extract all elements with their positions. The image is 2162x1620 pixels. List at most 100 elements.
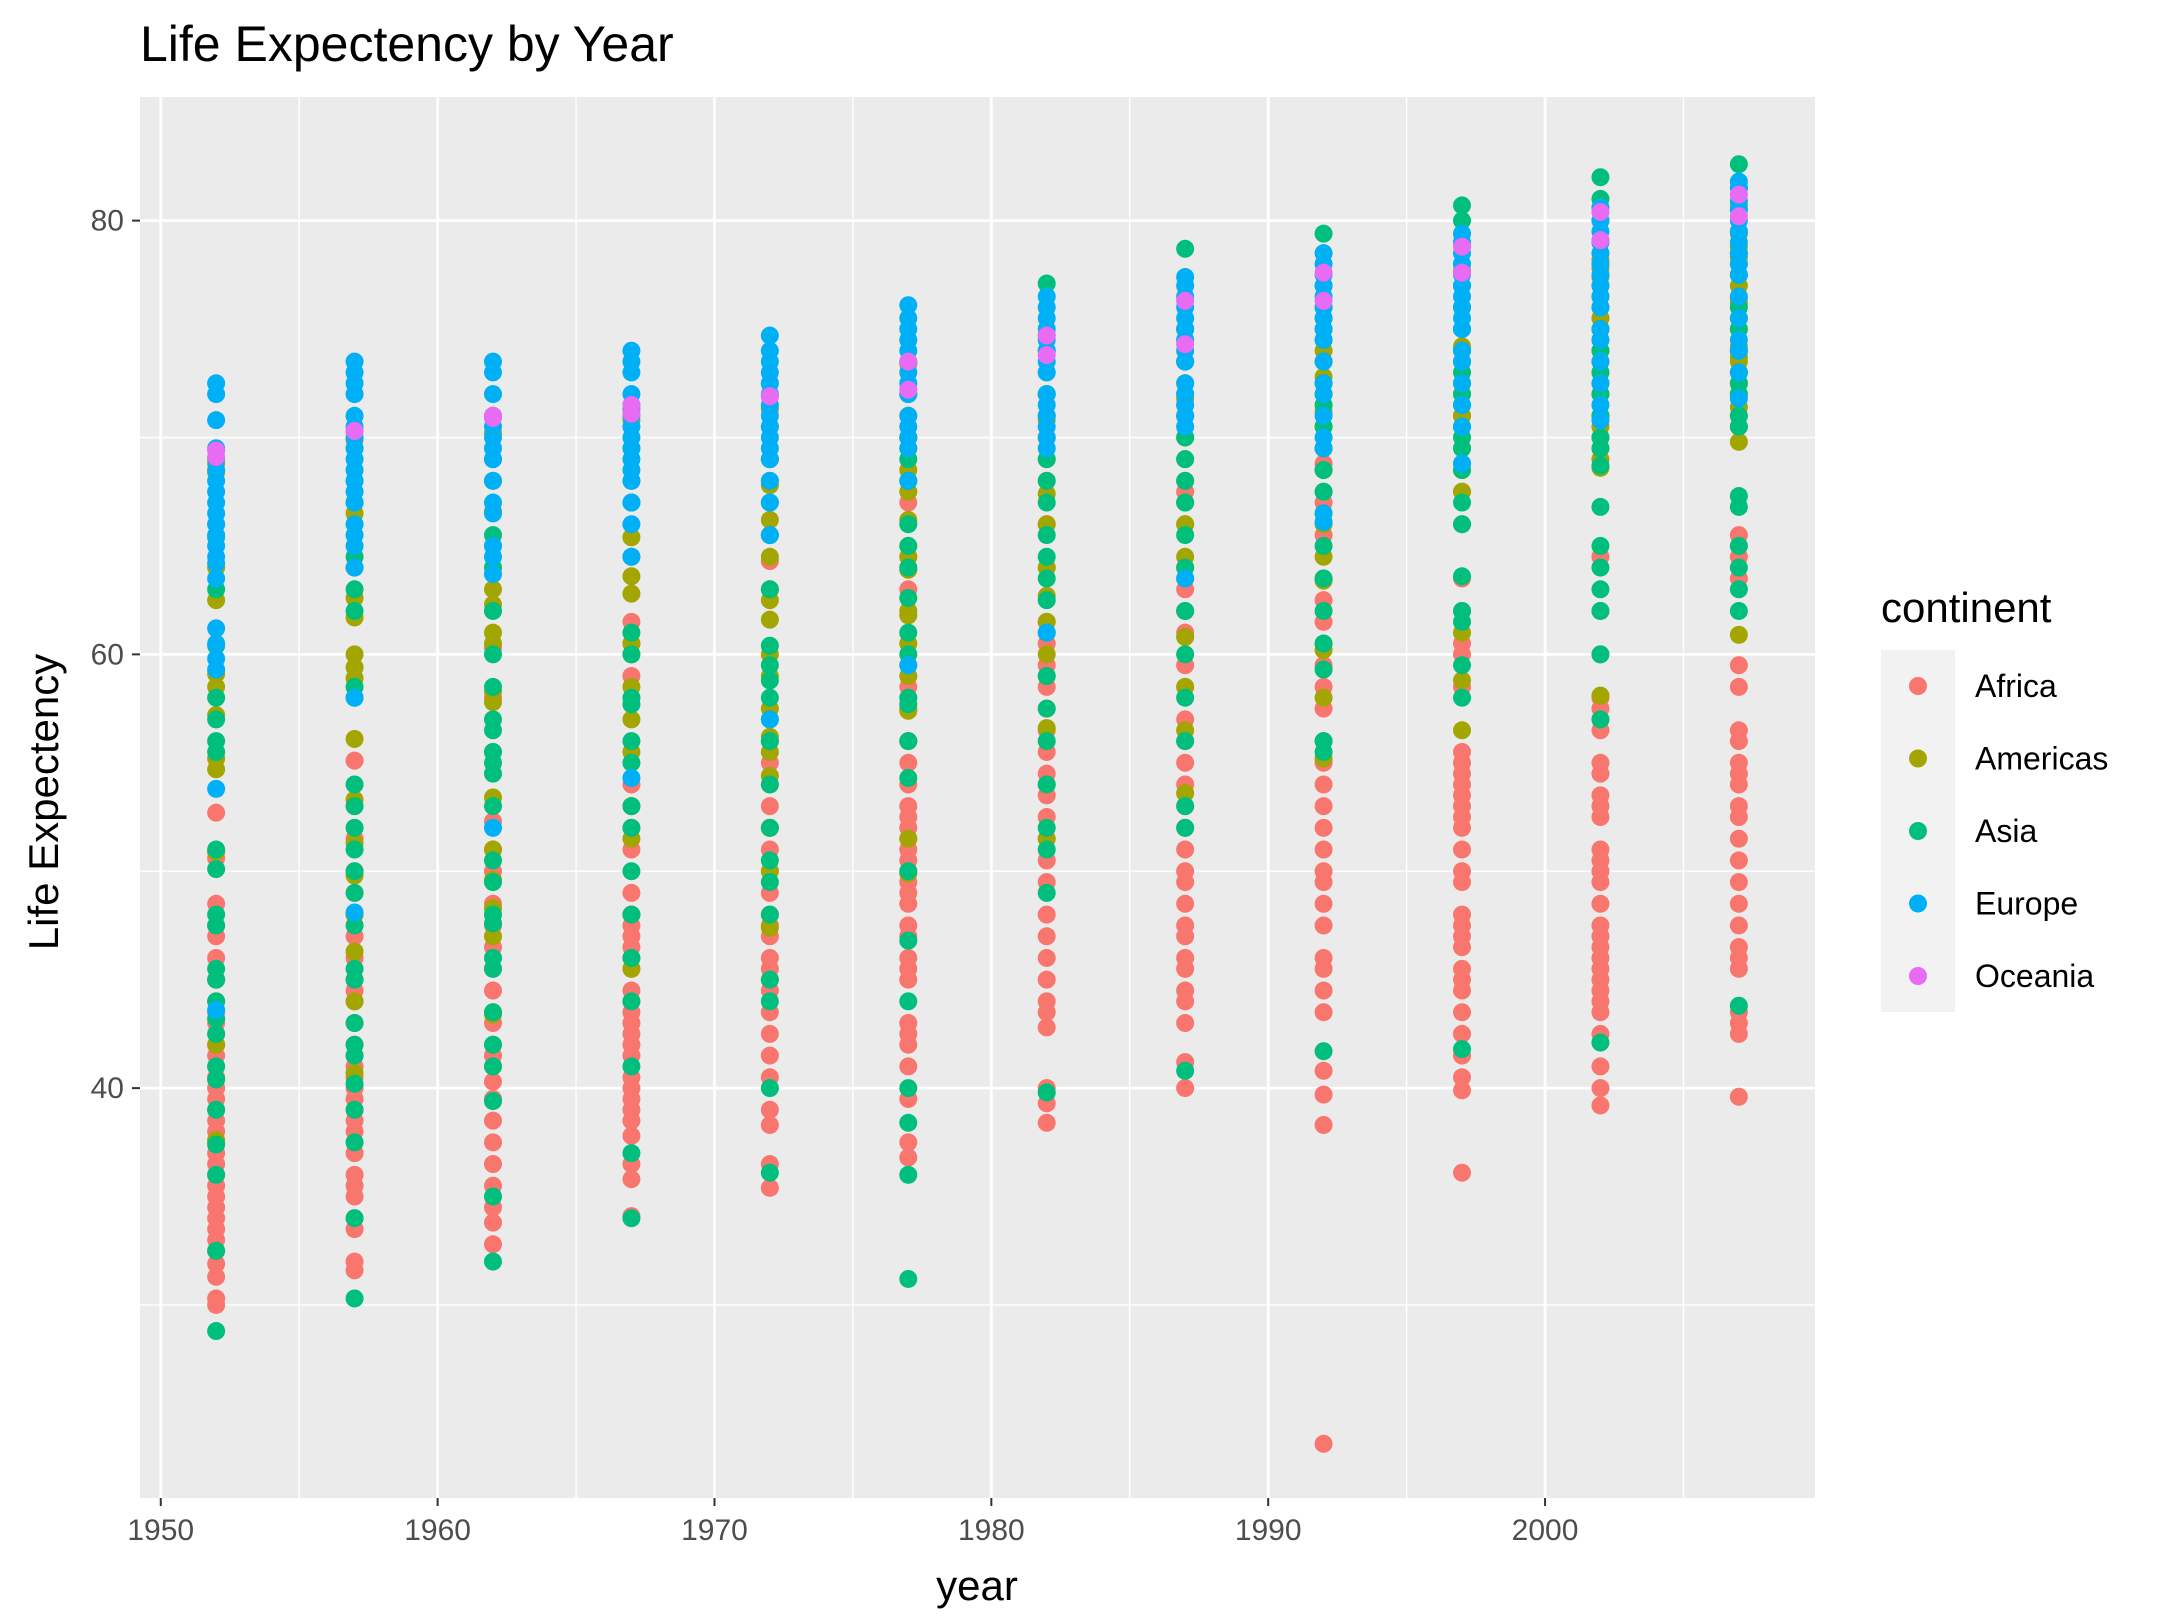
legend-key-americas: [1909, 749, 1927, 768]
data-point-asia: [760, 992, 779, 1011]
data-point-asia: [1314, 634, 1333, 653]
data-point-africa: [622, 883, 641, 902]
data-point-europe: [899, 471, 918, 490]
x-tick-label: 1990: [1235, 1514, 1302, 1547]
data-point-europe: [1591, 395, 1610, 414]
data-point-asia: [1176, 797, 1195, 816]
data-point-europe: [1037, 385, 1056, 404]
data-point-europe: [1453, 224, 1472, 243]
data-point-africa: [1176, 1079, 1195, 1098]
data-point-oceania: [899, 380, 918, 399]
data-point-africa: [207, 1267, 226, 1286]
data-point-oceania: [1314, 263, 1333, 282]
data-point-asia: [345, 1209, 364, 1228]
data-point-africa: [1314, 894, 1333, 913]
data-point-europe: [1729, 389, 1748, 408]
data-point-asia: [760, 970, 779, 989]
data-point-americas: [483, 580, 502, 599]
data-point-africa: [1591, 840, 1610, 859]
data-point-asia: [1314, 732, 1333, 751]
data-point-asia: [622, 797, 641, 816]
data-point-americas: [622, 567, 641, 586]
data-point-oceania: [1176, 335, 1195, 354]
data-point-asia: [899, 536, 918, 555]
data-point-asia: [1591, 428, 1610, 447]
data-point-asia: [345, 916, 364, 935]
data-point-europe: [207, 779, 226, 798]
data-point-asia: [483, 851, 502, 870]
data-point-asia: [760, 818, 779, 837]
data-point-asia: [1314, 601, 1333, 620]
data-point-asia: [1453, 601, 1472, 620]
data-point-americas: [899, 601, 918, 620]
data-point-oceania: [760, 387, 779, 406]
data-point-asia: [207, 905, 226, 924]
legend-items: Africa Americas Asia Europe Oceania: [1909, 668, 2108, 994]
data-point-africa: [1453, 959, 1472, 978]
data-point-americas: [1729, 625, 1748, 644]
data-point-europe: [1314, 352, 1333, 371]
data-point-asia: [483, 601, 502, 620]
data-point-africa: [1591, 894, 1610, 913]
data-point-europe: [622, 493, 641, 512]
data-point-asia: [345, 1133, 364, 1152]
data-point-asia: [345, 601, 364, 620]
data-point-asia: [1453, 688, 1472, 707]
data-point-asia: [1037, 883, 1056, 902]
data-point-asia: [899, 931, 918, 950]
data-point-asia: [1037, 274, 1056, 293]
data-point-asia: [1591, 536, 1610, 555]
data-point-asia: [483, 1035, 502, 1054]
data-point-europe: [1729, 287, 1748, 306]
data-point-asia: [207, 1100, 226, 1119]
data-point-europe: [760, 341, 779, 360]
data-point-asia: [760, 1079, 779, 1098]
data-point-asia: [899, 992, 918, 1011]
data-point-asia: [1314, 660, 1333, 679]
data-point-europe: [207, 619, 226, 638]
data-point-europe: [1176, 569, 1195, 588]
data-point-europe: [207, 411, 226, 430]
data-point-asia: [483, 797, 502, 816]
data-point-americas: [345, 658, 364, 677]
data-point-asia: [622, 688, 641, 707]
data-point-africa: [345, 1252, 364, 1271]
data-point-europe: [622, 768, 641, 787]
data-point-africa: [1314, 1434, 1333, 1453]
data-point-oceania: [1314, 291, 1333, 310]
data-point-africa: [760, 1115, 779, 1134]
data-point-asia: [760, 671, 779, 690]
data-point-asia: [622, 1057, 641, 1076]
data-point-europe: [207, 1001, 226, 1020]
data-point-asia: [483, 1003, 502, 1022]
data-point-asia: [1591, 558, 1610, 577]
data-point-asia: [345, 580, 364, 599]
data-point-asia: [1037, 526, 1056, 545]
data-point-europe: [622, 515, 641, 534]
data-point-europe: [483, 385, 502, 404]
data-point-asia: [1176, 239, 1195, 258]
data-point-asia: [622, 645, 641, 664]
data-point-africa: [1176, 948, 1195, 967]
data-point-asia: [1314, 1042, 1333, 1061]
data-point-asia: [760, 851, 779, 870]
data-point-asia: [207, 1024, 226, 1043]
data-point-europe: [483, 818, 502, 837]
data-point-europe: [1453, 454, 1472, 473]
data-point-asia: [1176, 1061, 1195, 1080]
data-point-europe: [1314, 428, 1333, 447]
data-point-asia: [622, 992, 641, 1011]
data-point-africa: [760, 948, 779, 967]
data-point-africa: [345, 751, 364, 770]
data-point-africa: [622, 1126, 641, 1145]
y-tick-label: 80: [91, 205, 124, 238]
data-point-africa: [1591, 916, 1610, 935]
x-axis-title: year: [936, 1562, 1018, 1609]
data-point-americas: [1176, 628, 1195, 647]
data-point-africa: [899, 1133, 918, 1152]
data-point-asia: [1729, 601, 1748, 620]
data-point-africa: [1176, 1014, 1195, 1033]
data-point-americas: [622, 584, 641, 603]
data-point-europe: [760, 326, 779, 345]
data-point-asia: [899, 732, 918, 751]
